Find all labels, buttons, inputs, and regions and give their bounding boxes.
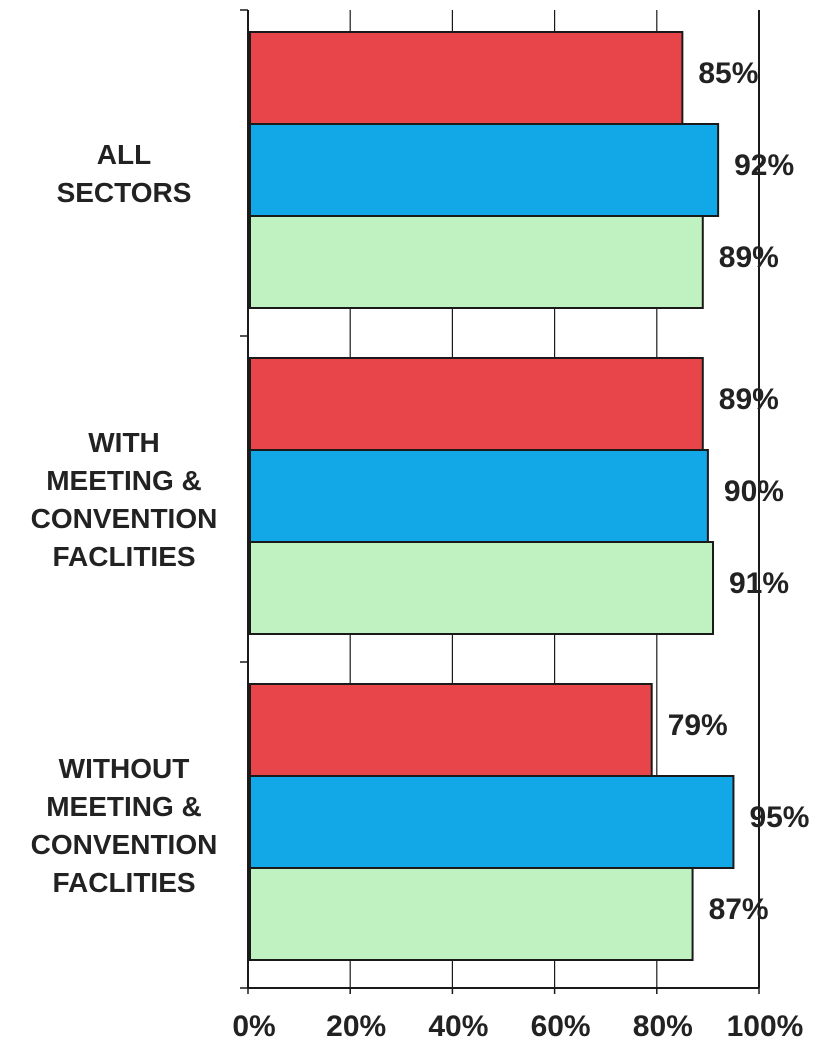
bar: [249, 123, 720, 217]
x-tick-label: 0%: [232, 1010, 275, 1039]
category-label-line: ALL: [97, 139, 151, 170]
data-label: 91%: [729, 567, 789, 600]
x-tick-label: 40%: [428, 1010, 488, 1039]
category-label-line: CONVENTION: [31, 829, 218, 860]
data-label: 89%: [719, 241, 779, 274]
bar: [249, 775, 735, 869]
category-label-line: MEETING &: [46, 465, 202, 496]
data-label: 87%: [709, 893, 769, 926]
x-tick-label: 80%: [633, 1010, 693, 1039]
bar: [249, 683, 653, 777]
category-label-line: FACLITIES: [52, 867, 195, 898]
category-label: WITH MEETING & CONVENTION FACLITIES: [31, 427, 218, 572]
bar: [249, 449, 709, 543]
bar: [249, 31, 684, 125]
bar: [249, 215, 704, 309]
data-label: 92%: [734, 149, 794, 182]
bar: [249, 867, 694, 961]
x-tick-label: 20%: [326, 1010, 386, 1039]
category-label-line: FACLITIES: [52, 541, 195, 572]
category-label-line: WITHOUT: [59, 753, 190, 784]
data-label: 85%: [698, 57, 758, 90]
category-label: ALL SECTORS: [57, 139, 192, 208]
bar: [249, 357, 704, 451]
bar: [249, 541, 715, 635]
category-label-line: MEETING &: [46, 791, 202, 822]
data-label: 90%: [724, 475, 784, 508]
data-label: 89%: [719, 383, 779, 416]
data-label: 95%: [749, 801, 809, 834]
axes: [240, 9, 760, 994]
x-tick-label: 60%: [531, 1010, 591, 1039]
category-label-line: SECTORS: [57, 177, 192, 208]
category-label: WITHOUT MEETING & CONVENTION FACLITIES: [31, 753, 218, 898]
category-label-line: WITH: [88, 427, 160, 458]
category-label-line: CONVENTION: [31, 503, 218, 534]
bars: [249, 31, 735, 961]
x-tick-label: 100%: [727, 1010, 804, 1039]
data-label: 79%: [668, 709, 728, 742]
labels: 0% 20% 40% 60% 80% 100% 85% 92% 89% ALL SECTORS 89%…: [31, 57, 810, 1039]
